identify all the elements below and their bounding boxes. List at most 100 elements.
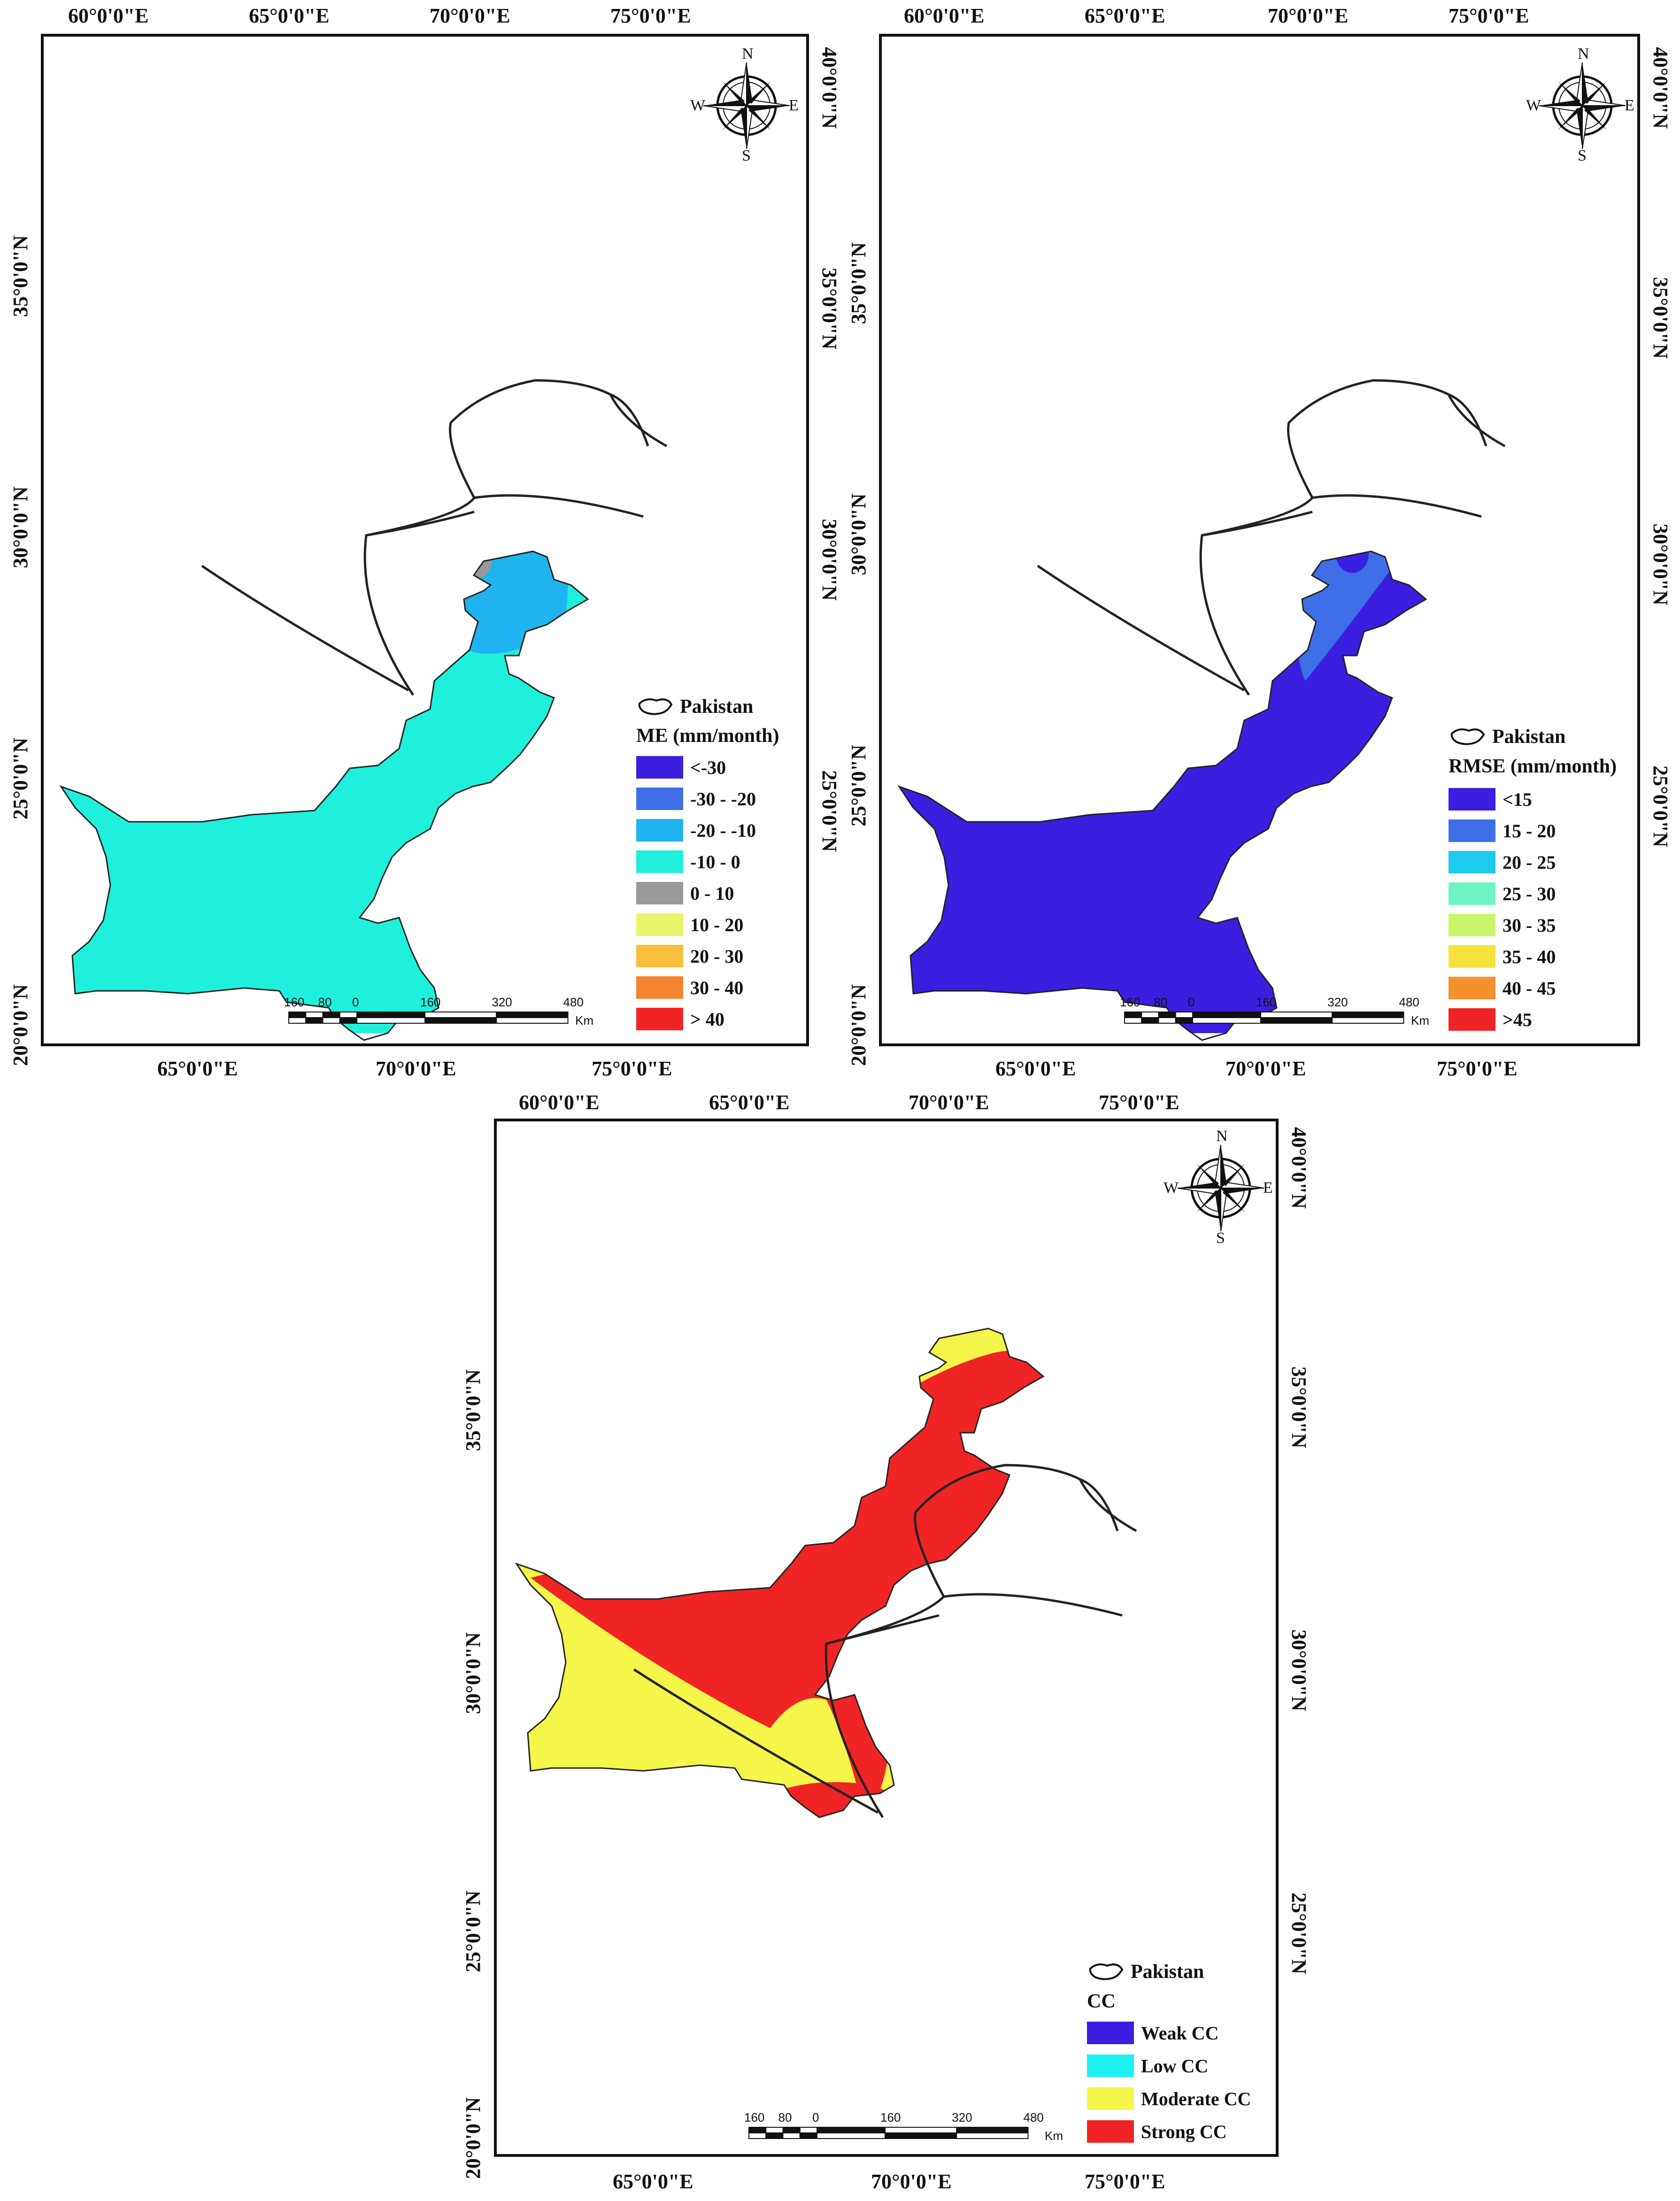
scale-segment bbox=[496, 1017, 569, 1024]
scale-label: 80 bbox=[318, 995, 332, 1009]
legend-swatch bbox=[636, 788, 683, 810]
legend-label: 30 - 35 bbox=[1503, 915, 1556, 936]
legend-swatch bbox=[1449, 788, 1495, 811]
scale-label: 160 bbox=[420, 995, 440, 1009]
me-legend-boundary: Pakistan bbox=[638, 696, 753, 718]
cc-north-arrow-icon: N S E W bbox=[1164, 1128, 1273, 1247]
scale-segment bbox=[748, 2132, 767, 2139]
legend-swatch bbox=[636, 1008, 683, 1030]
legend-label: Low CC bbox=[1141, 2055, 1208, 2077]
compass-e: E bbox=[1625, 97, 1634, 114]
cc-right-ticks: 40°0'0"N 35°0'0"N 30°0'0"N 25°0'0"N bbox=[1287, 1127, 1310, 1974]
scale-segment bbox=[322, 1017, 340, 1024]
tick-top-70e: 70°0'0"E bbox=[430, 4, 510, 27]
legend-label: 10 - 20 bbox=[690, 914, 743, 935]
legend-label: 30 - 40 bbox=[690, 977, 743, 998]
tick-top-60e: 60°0'0"E bbox=[904, 4, 985, 27]
scale-label: 160 bbox=[1120, 995, 1140, 1009]
scale-segment bbox=[339, 1017, 357, 1024]
compass-w: W bbox=[1164, 1179, 1179, 1197]
legend-label: 25 - 30 bbox=[1503, 883, 1556, 904]
scale-segment bbox=[1124, 1017, 1142, 1024]
cc-legend: Pakistan CC Weak CC Low CC Moderate CC Stro… bbox=[1087, 1961, 1251, 2143]
tick-top-75e: 75°0'0"E bbox=[1449, 4, 1529, 27]
pakistan-outline-icon bbox=[638, 698, 673, 715]
scale-label: 0 bbox=[352, 995, 359, 1009]
scale-segment bbox=[799, 2127, 817, 2133]
scale-segment bbox=[322, 1012, 340, 1018]
tick-bottom-65e: 65°0'0"E bbox=[613, 2170, 694, 2193]
rmse-scale-unit: Km bbox=[1411, 1013, 1429, 1027]
scale-label: 480 bbox=[1399, 995, 1419, 1009]
me-legend-title: ME (mm/month) bbox=[636, 725, 779, 747]
tick-bottom-70e: 70°0'0"E bbox=[376, 1057, 456, 1080]
tick-bottom-75e: 75°0'0"E bbox=[1437, 1057, 1518, 1080]
tick-left-35n: 35°0'0"N bbox=[847, 242, 870, 324]
me-top-ticks: 60°0'0"E 65°0'0"E 70°0'0"E 75°0'0"E bbox=[68, 4, 691, 27]
cc-top-ticks: 60°0'0"E 65°0'0"E 70°0'0"E 75°0'0"E bbox=[519, 1091, 1179, 1114]
tick-left-25n: 25°0'0"N bbox=[9, 738, 32, 819]
tick-top-60e: 60°0'0"E bbox=[68, 4, 149, 27]
me-scale-unit: Km bbox=[575, 1013, 593, 1027]
scale-segment bbox=[356, 1012, 425, 1018]
tick-bottom-70e: 70°0'0"E bbox=[871, 2170, 952, 2193]
tick-bottom-70e: 70°0'0"E bbox=[1225, 1057, 1306, 1080]
scale-segment bbox=[782, 2127, 801, 2133]
map-rmse: 60°0'0"E 65°0'0"E 70°0'0"E 75°0'0"E 65°0… bbox=[847, 4, 1672, 1080]
scale-label: 480 bbox=[1024, 2110, 1044, 2124]
scale-segment bbox=[1260, 1017, 1333, 1024]
legend-label: Weak CC bbox=[1141, 2023, 1219, 2044]
tick-left-35n: 35°0'0"N bbox=[9, 235, 32, 317]
cc-zone-strong-main bbox=[531, 1350, 1043, 1813]
tick-right-25n: 25°0'0"N bbox=[1287, 1892, 1310, 1974]
scale-label: 160 bbox=[880, 2110, 901, 2124]
legend-label: 40 - 45 bbox=[1503, 978, 1556, 999]
scale-segment bbox=[765, 2132, 784, 2139]
legend-label: 35 - 40 bbox=[1503, 946, 1556, 967]
scale-segment bbox=[1332, 1017, 1404, 1024]
me-right-ticks: 40°0'0"N 35°0'0"N 30°0'0"N 25°0'0"N bbox=[818, 47, 841, 852]
scale-segment bbox=[288, 1012, 307, 1018]
compass-s: S bbox=[742, 147, 751, 164]
legend-label: -10 - 0 bbox=[690, 851, 740, 873]
tick-top-70e: 70°0'0"E bbox=[909, 1091, 989, 1114]
tick-right-35n: 35°0'0"N bbox=[1287, 1367, 1310, 1448]
legend-swatch bbox=[1449, 1008, 1495, 1031]
tick-top-65e: 65°0'0"E bbox=[1085, 4, 1165, 27]
legend-swatch bbox=[1087, 2054, 1134, 2077]
cc-legend-items: Weak CC Low CC Moderate CC Strong CC bbox=[1087, 2022, 1251, 2143]
scale-segment bbox=[1175, 1017, 1193, 1024]
rmse-right-ticks: 40°0'0"N 35°0'0"N 30°0'0"N 25°0'0"N bbox=[1649, 47, 1672, 847]
scale-segment bbox=[424, 1017, 497, 1024]
pakistan-outline-icon bbox=[1450, 728, 1485, 745]
cc-scale-bar: 160 80 0 160 320 480 Km bbox=[744, 2110, 1063, 2143]
scale-segment bbox=[765, 2127, 784, 2133]
scale-label: 80 bbox=[778, 2110, 792, 2124]
me-north-arrow-icon: N S E W bbox=[690, 45, 799, 164]
scale-segment bbox=[288, 1017, 307, 1024]
rmse-top-ticks: 60°0'0"E 65°0'0"E 70°0'0"E 75°0'0"E bbox=[904, 4, 1529, 27]
tick-right-40n: 40°0'0"N bbox=[818, 47, 841, 129]
map-cc: 60°0'0"E 65°0'0"E 70°0'0"E 75°0'0"E 65°0… bbox=[462, 1091, 1310, 2193]
legend-swatch bbox=[1449, 882, 1495, 905]
tick-right-35n: 35°0'0"N bbox=[818, 268, 841, 349]
legend-label: > 40 bbox=[690, 1009, 724, 1030]
scale-segment bbox=[339, 1012, 357, 1018]
rmse-province-lines bbox=[1037, 379, 1506, 696]
me-left-ticks: 35°0'0"N 30°0'0"N 25°0'0"N 20°0'0"N bbox=[9, 235, 32, 1066]
legend-swatch bbox=[1449, 945, 1495, 968]
legend-swatch bbox=[1087, 2087, 1134, 2110]
cc-bottom-ticks: 65°0'0"E 70°0'0"E 75°0'0"E bbox=[613, 2170, 1165, 2193]
scale-segment bbox=[1175, 1012, 1193, 1018]
scale-segment bbox=[817, 2132, 886, 2139]
scale-segment bbox=[885, 2132, 957, 2139]
legend-label: Strong CC bbox=[1141, 2121, 1227, 2142]
legend-label: 0 - 10 bbox=[690, 883, 734, 904]
scale-segment bbox=[1141, 1012, 1159, 1018]
pakistan-outline-icon bbox=[1089, 1963, 1124, 1980]
legend-label: 20 - 25 bbox=[1503, 852, 1556, 873]
compass-n: N bbox=[1578, 45, 1589, 62]
legend-boundary-label: Pakistan bbox=[1131, 1961, 1204, 1983]
tick-bottom-65e: 65°0'0"E bbox=[157, 1057, 238, 1080]
